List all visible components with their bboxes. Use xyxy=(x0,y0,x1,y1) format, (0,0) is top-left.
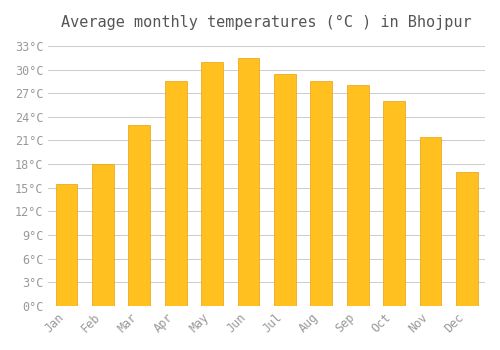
Bar xyxy=(274,74,296,306)
Bar xyxy=(383,101,405,306)
Bar xyxy=(165,82,186,306)
Bar xyxy=(346,85,368,306)
Bar xyxy=(201,62,223,306)
Bar xyxy=(128,125,150,306)
Bar xyxy=(310,82,332,306)
Bar xyxy=(56,184,78,306)
Bar xyxy=(238,58,260,306)
Bar xyxy=(92,164,114,306)
Bar xyxy=(456,172,477,306)
Bar xyxy=(420,136,442,306)
Title: Average monthly temperatures (°C ) in Bhojpur: Average monthly temperatures (°C ) in Bh… xyxy=(62,15,472,30)
